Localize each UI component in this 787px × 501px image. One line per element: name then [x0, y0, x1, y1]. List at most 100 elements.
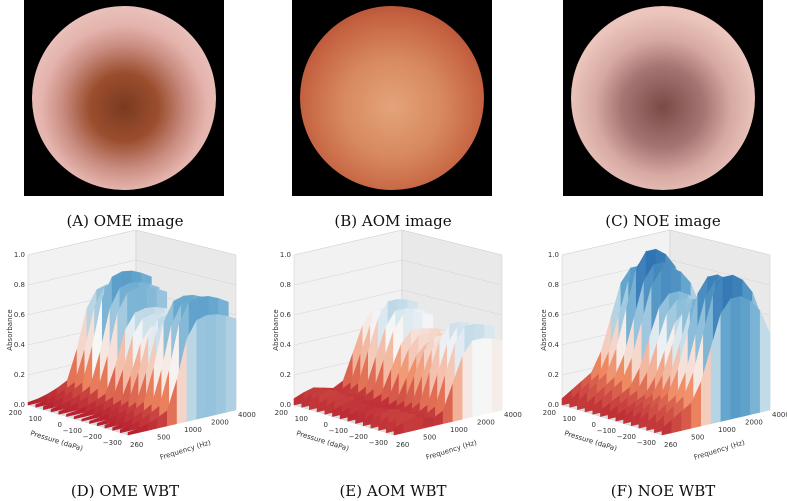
pressure-tick-label: −300	[369, 439, 388, 447]
frequency-tick-label: 4000	[504, 411, 522, 419]
frequency-tick-label: 260	[664, 441, 677, 449]
grid-line	[135, 259, 237, 286]
frequency-tick-label: 500	[423, 434, 436, 442]
z-tick-label: 0.2	[280, 371, 291, 379]
ome-image	[24, 0, 224, 196]
wbt-plot-aom: 0.0 0.2 0.4 0.6 0.8 1.0 Absorbance 200 100 0 −100−…	[272, 229, 522, 473]
pressure-tick-label: 200	[275, 409, 288, 417]
grid-line	[293, 289, 403, 316]
z-axis-label: Absorbance	[540, 309, 548, 350]
grid-line	[561, 229, 671, 256]
frequency-tick-label: 260	[396, 441, 409, 449]
pressure-tick-label: 100	[29, 415, 42, 423]
frequency-axis-label: Frequency (Hz)	[159, 438, 212, 461]
grid-line	[669, 229, 771, 256]
z-axis-label: Absorbance	[272, 309, 280, 350]
z-axis-label: Absorbance	[6, 309, 14, 350]
wbt-svg: 0.00.20.40.60.81.0Absorbance2001000−100−…	[272, 229, 522, 462]
z-tick-label: 1.0	[280, 251, 291, 259]
pressure-tick-label: −100	[63, 427, 82, 435]
z-tick-label: 0.0	[548, 401, 559, 409]
caption-d: (D) OME WBT	[70, 482, 180, 500]
grid-line	[135, 229, 237, 256]
pressure-tick-label: −300	[103, 439, 122, 447]
z-tick-label: 0.0	[14, 401, 25, 409]
pressure-tick-label: 0	[58, 421, 62, 429]
surface-segment	[472, 338, 483, 418]
frequency-tick-label: 4000	[772, 411, 787, 419]
z-tick-label: 0.6	[280, 311, 292, 319]
frequency-tick-label: 500	[691, 434, 704, 442]
noe-eardrum-photo	[571, 6, 755, 190]
pressure-tick-label: −100	[597, 427, 616, 435]
wbt-svg: 0.00.20.40.60.81.0Absorbance2001000−100−…	[6, 229, 256, 462]
grid-line	[27, 229, 137, 256]
surface-segment	[206, 314, 217, 418]
surface-segment	[413, 417, 424, 431]
z-tick-label: 0.8	[548, 281, 559, 289]
grid-line	[401, 259, 503, 286]
z-tick-label: 0.4	[280, 341, 292, 349]
surface-segment	[423, 417, 434, 429]
grid-line	[27, 259, 137, 286]
z-tick-label: 0.6	[14, 311, 26, 319]
pressure-tick-label: −200	[83, 433, 102, 441]
frequency-axis-label: Frequency (Hz)	[425, 438, 478, 461]
pressure-tick-label: 200	[543, 409, 556, 417]
frequency-tick-label: 1000	[184, 426, 202, 434]
frequency-tick-label: 2000	[211, 419, 229, 427]
caption-b: (B) AOM image	[334, 212, 452, 230]
grid-line	[293, 259, 403, 286]
surface-segment	[216, 314, 227, 415]
surface-segment	[750, 299, 761, 415]
frequency-tick-label: 1000	[718, 426, 736, 434]
grid-line	[401, 289, 503, 316]
surface-segment	[491, 338, 503, 413]
pressure-tick-label: −100	[329, 427, 348, 435]
pressure-tick-label: 200	[9, 409, 22, 417]
ome-eardrum-photo	[32, 6, 216, 190]
z-tick-label: 0.4	[548, 341, 560, 349]
frequency-tick-label: 1000	[450, 426, 468, 434]
surface-segment	[759, 310, 771, 413]
surface-segment	[482, 338, 493, 415]
frequency-tick-label: 4000	[238, 411, 256, 419]
aom-eardrum-photo	[300, 6, 484, 190]
grid-line	[293, 229, 403, 256]
surface-segment	[225, 315, 237, 413]
z-tick-label: 0.8	[14, 281, 25, 289]
pressure-tick-label: −300	[637, 439, 656, 447]
frequency-tick-label: 2000	[477, 419, 495, 427]
caption-e: (E) AOM WBT	[339, 482, 447, 500]
grid-line	[669, 259, 771, 286]
caption-f: (F) NOE WBT	[610, 482, 716, 500]
surface-segment	[720, 297, 732, 422]
frequency-axis-label: Frequency (Hz)	[693, 438, 746, 461]
frequency-tick-label: 2000	[745, 419, 763, 427]
frequency-tick-label: 500	[157, 434, 170, 442]
wbt-plot-noe: 0.0 0.2 0.4 0.6 0.8 1.0 Absorbance 200 100 0 −100−…	[540, 229, 787, 473]
aom-image	[292, 0, 492, 196]
surface-segment	[740, 296, 751, 418]
z-tick-label: 0.4	[14, 341, 26, 349]
pressure-tick-label: 100	[295, 415, 308, 423]
z-tick-label: 0.2	[548, 371, 559, 379]
caption-c: (C) NOE image	[605, 212, 721, 230]
pressure-tick-label: −200	[349, 433, 368, 441]
z-tick-label: 0.6	[548, 311, 560, 319]
surface-segment	[730, 296, 741, 420]
z-tick-label: 0.0	[280, 401, 291, 409]
pressure-tick-label: 100	[563, 415, 576, 423]
grid-line	[401, 229, 503, 256]
caption-a: (A) OME image	[66, 212, 184, 230]
noe-image	[563, 0, 763, 196]
frequency-tick-label: 260	[130, 441, 143, 449]
surface-segment	[196, 315, 207, 420]
pressure-tick-label: 0	[324, 421, 328, 429]
z-tick-label: 0.2	[14, 371, 25, 379]
pressure-tick-label: 0	[592, 421, 596, 429]
z-tick-label: 0.8	[280, 281, 291, 289]
pressure-tick-label: −200	[617, 433, 636, 441]
wbt-svg: 0.00.20.40.60.81.0Absorbance2001000−100−…	[540, 229, 787, 462]
z-tick-label: 1.0	[548, 251, 559, 259]
